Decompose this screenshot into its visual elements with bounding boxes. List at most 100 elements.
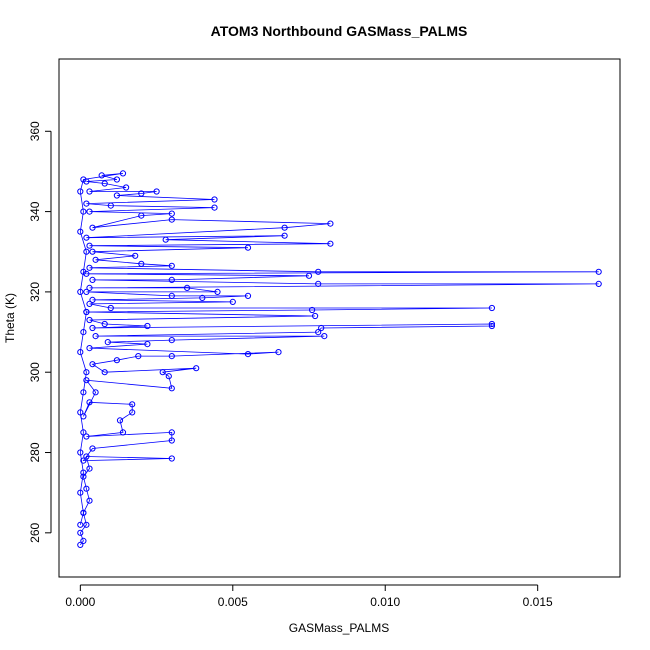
data-point xyxy=(305,272,313,279)
data-point xyxy=(168,216,175,223)
data-point xyxy=(86,208,93,215)
data-point xyxy=(113,192,121,199)
data-point xyxy=(275,349,282,356)
data-point xyxy=(86,300,93,307)
data-point xyxy=(199,294,206,301)
data-point xyxy=(129,401,136,408)
data-point xyxy=(83,433,90,440)
x-tick-label: 0.000 xyxy=(65,595,95,609)
data-point xyxy=(83,485,90,492)
data-point xyxy=(132,252,139,259)
data-point xyxy=(89,445,96,452)
data-point xyxy=(595,280,602,287)
data-point xyxy=(193,365,200,372)
data-point xyxy=(77,541,84,549)
x-axis: 0.000 0.005 0.010 0.015 xyxy=(65,584,553,609)
data-point xyxy=(211,204,218,211)
data-point xyxy=(107,202,114,209)
data-point xyxy=(77,409,84,416)
data-point xyxy=(89,276,96,283)
data-point xyxy=(318,324,325,332)
data-point xyxy=(116,417,124,424)
data-point xyxy=(104,339,111,346)
data-point xyxy=(80,329,87,336)
data-point xyxy=(89,324,96,332)
data-point xyxy=(83,377,90,384)
data-point xyxy=(80,208,87,215)
data-point xyxy=(488,320,495,328)
data-point xyxy=(80,389,87,396)
data-point xyxy=(113,357,121,364)
data-point xyxy=(123,184,130,191)
data-point xyxy=(86,316,93,324)
data-point xyxy=(168,262,175,269)
data-point xyxy=(138,212,145,219)
data-point xyxy=(89,224,96,231)
data-point xyxy=(92,256,99,263)
data-point xyxy=(83,248,90,255)
x-tick-label: 0.015 xyxy=(523,595,553,609)
data-point xyxy=(80,413,87,420)
y-tick-label: 280 xyxy=(28,442,42,462)
y-tick-label: 260 xyxy=(28,522,42,542)
data-point xyxy=(129,409,136,416)
data-point xyxy=(488,322,495,330)
data-point xyxy=(77,288,84,295)
data-point xyxy=(89,248,96,255)
data-point xyxy=(113,176,121,183)
data-point xyxy=(101,320,108,328)
y-tick-label: 320 xyxy=(28,282,42,302)
data-point xyxy=(77,188,84,195)
data-point xyxy=(86,264,93,271)
data-point xyxy=(86,284,93,291)
data-point xyxy=(244,292,252,299)
data-point xyxy=(488,304,495,312)
data-point xyxy=(80,473,87,480)
data-point xyxy=(89,296,96,303)
data-point xyxy=(244,244,252,251)
data-point xyxy=(309,306,316,314)
plot-frame xyxy=(58,58,621,578)
data-point xyxy=(83,308,90,316)
data-point xyxy=(281,232,288,239)
data-point xyxy=(80,469,87,476)
data-point xyxy=(86,188,93,195)
data-point xyxy=(77,529,84,536)
data-point xyxy=(168,337,175,344)
x-tick-label: 0.005 xyxy=(218,595,248,609)
data-point xyxy=(119,170,127,177)
data-point xyxy=(86,399,93,406)
y-tick-label: 340 xyxy=(28,201,42,221)
data-point xyxy=(77,521,84,528)
data-point xyxy=(101,369,108,376)
data-point xyxy=(80,176,87,183)
data-point xyxy=(144,341,151,348)
data-point xyxy=(168,385,175,392)
data-point xyxy=(77,228,84,235)
data-point xyxy=(83,369,90,376)
data-point xyxy=(315,329,322,336)
data-point xyxy=(138,260,145,267)
data-point xyxy=(86,345,93,352)
data-point xyxy=(168,292,175,299)
data-point xyxy=(153,188,160,195)
data-point xyxy=(98,172,105,179)
data-point xyxy=(595,268,602,275)
chart-title: ATOM3 Northbound GASMass_PALMS xyxy=(211,23,468,39)
data-point xyxy=(168,353,175,360)
data-point xyxy=(83,288,90,295)
data-point xyxy=(80,537,87,545)
data-point xyxy=(77,449,84,456)
data-point xyxy=(315,280,322,287)
data-point xyxy=(168,276,175,283)
data-point xyxy=(80,268,87,275)
data-point xyxy=(77,349,84,356)
data-point xyxy=(321,333,328,340)
data-point xyxy=(214,288,221,295)
data-point xyxy=(80,509,87,516)
data-point xyxy=(138,190,145,197)
x-axis-label: GASMass_PALMS xyxy=(289,621,389,635)
y-axis: 260 280 300 320 340 360 xyxy=(28,121,52,543)
